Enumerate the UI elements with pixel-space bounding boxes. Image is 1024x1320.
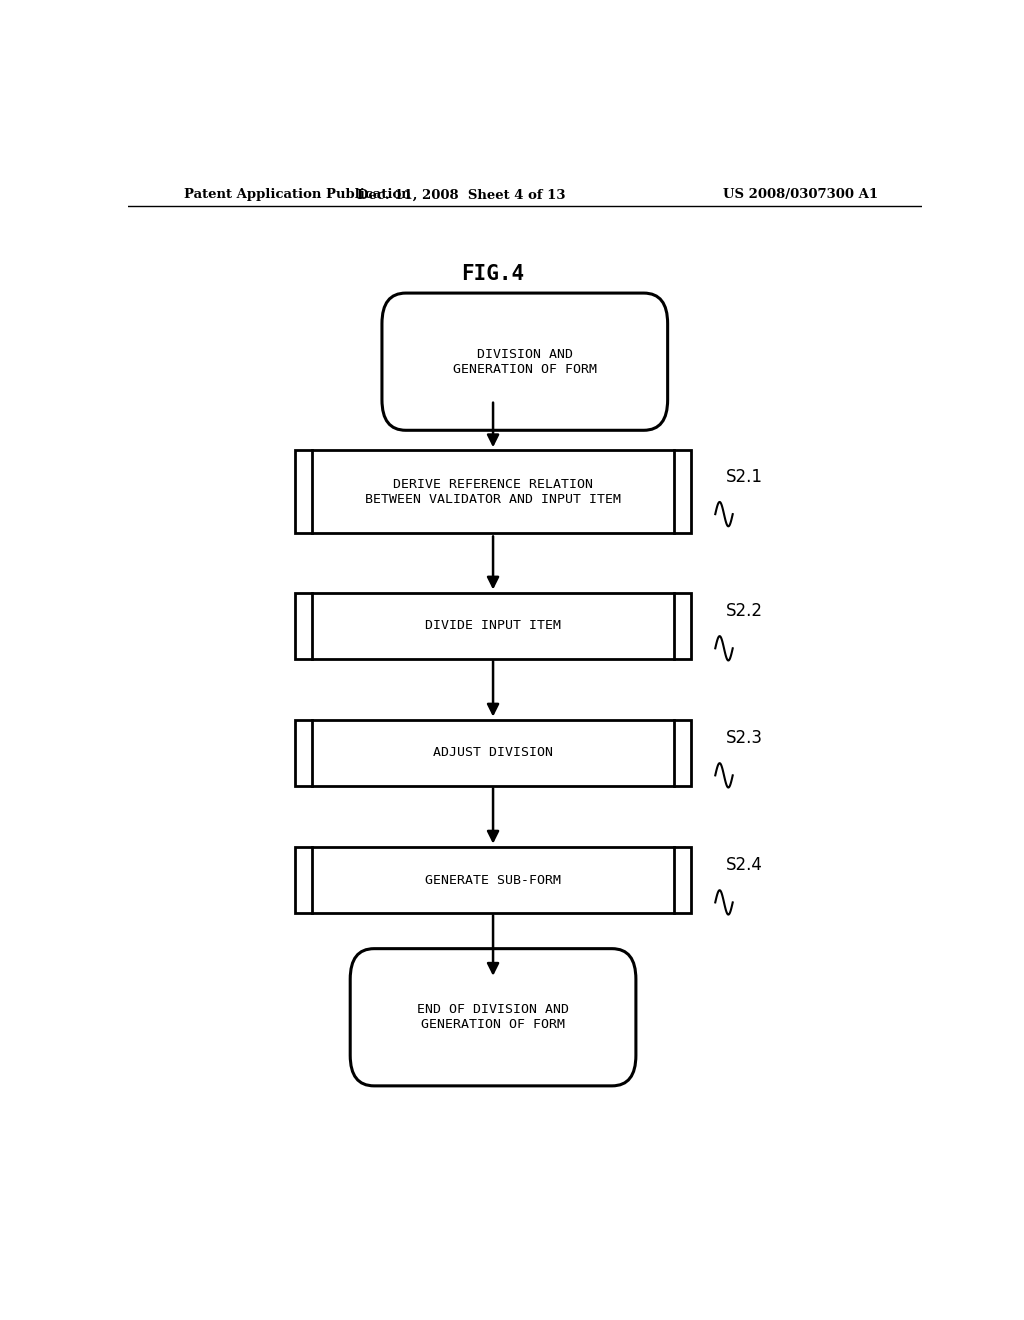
Text: FIG.4: FIG.4	[462, 264, 524, 284]
Text: S2.1: S2.1	[726, 467, 763, 486]
FancyBboxPatch shape	[382, 293, 668, 430]
Text: END OF DIVISION AND
GENERATION OF FORM: END OF DIVISION AND GENERATION OF FORM	[417, 1003, 569, 1031]
Text: DIVIDE INPUT ITEM: DIVIDE INPUT ITEM	[425, 619, 561, 632]
Bar	[295, 847, 691, 913]
Bar	[295, 719, 691, 785]
Text: DIVISION AND
GENERATION OF FORM: DIVISION AND GENERATION OF FORM	[453, 347, 597, 376]
Text: S2.3: S2.3	[726, 729, 763, 747]
Text: Patent Application Publication: Patent Application Publication	[183, 189, 411, 202]
Bar	[295, 450, 691, 533]
Bar	[295, 593, 691, 659]
FancyBboxPatch shape	[350, 949, 636, 1086]
Text: S2.2: S2.2	[726, 602, 763, 619]
Text: DERIVE REFERENCE RELATION
BETWEEN VALIDATOR AND INPUT ITEM: DERIVE REFERENCE RELATION BETWEEN VALIDA…	[366, 478, 621, 506]
Text: Dec. 11, 2008  Sheet 4 of 13: Dec. 11, 2008 Sheet 4 of 13	[357, 189, 565, 202]
Text: US 2008/0307300 A1: US 2008/0307300 A1	[723, 189, 879, 202]
Text: ADJUST DIVISION: ADJUST DIVISION	[433, 747, 553, 759]
Text: GENERATE SUB-FORM: GENERATE SUB-FORM	[425, 874, 561, 887]
Text: S2.4: S2.4	[726, 855, 763, 874]
